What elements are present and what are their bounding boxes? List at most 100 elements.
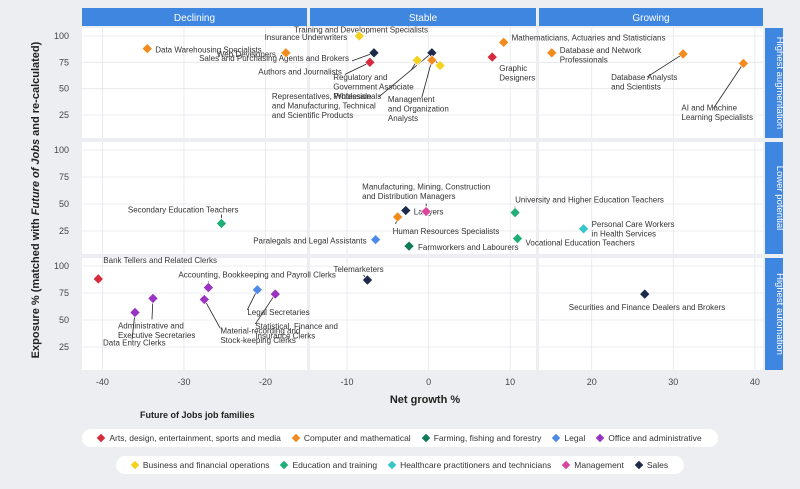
x-axis-label: Net growth % [390, 394, 460, 406]
x-tick-label: -10 [341, 377, 354, 387]
column-header-bg [310, 8, 536, 26]
y-tick-label: 50 [59, 315, 69, 325]
point-label-line: Bank Tellers and Related Clerks [103, 256, 217, 265]
x-tick-label: -20 [259, 377, 272, 387]
legend-item: Education and training [280, 460, 377, 470]
legend-swatch [97, 433, 106, 443]
x-tick-label: 40 [750, 377, 760, 387]
column-header: Stable [409, 13, 438, 24]
point-label-line: Data Warehousing Specialists [155, 46, 261, 55]
point-label: Personal Care Workers in Health Services [592, 220, 675, 239]
legend-label: Arts, design, entertainment, sports and … [109, 433, 281, 443]
legend-swatch [291, 433, 301, 443]
point-label: Graphic Designers [499, 64, 535, 83]
point-label: Farmworkers and Labourers [418, 243, 518, 252]
column-header-bg [539, 8, 763, 26]
data-point [364, 56, 376, 68]
callout-line [646, 53, 684, 78]
data-point [251, 284, 263, 296]
point-label-line: Learning Specialists [681, 113, 753, 122]
point-label-line: Web Developers [217, 50, 276, 59]
point-label: Paralegals and Legal Assistants [253, 237, 366, 246]
data-point [141, 43, 153, 55]
data-point [426, 47, 438, 59]
legend-swatch [634, 460, 644, 470]
panel [82, 142, 307, 254]
point-label: Sales and Purchasing Agents and Brokers [199, 54, 349, 63]
panel [310, 258, 536, 370]
legend-item: Computer and mathematical [291, 433, 411, 443]
point-label-line: Executive Secretaries [118, 331, 195, 340]
y-axis-label: Exposure % (matched with Future of Jobs … [30, 41, 42, 358]
data-point [370, 234, 382, 246]
point-label-line: Graphic [499, 64, 527, 73]
panel [82, 28, 307, 138]
data-point [198, 293, 210, 305]
point-label-line: Human Resources Specialists [393, 227, 500, 236]
legend-title: Future of Jobs job families [140, 410, 255, 420]
point-label-line: and Distribution Managers [362, 192, 455, 201]
x-tick-label: -30 [177, 377, 190, 387]
column-header-bg [82, 8, 307, 26]
legend-label: Legal [564, 433, 586, 443]
legend-box-2: Business and financial operations Educati… [115, 456, 685, 474]
point-label: Insurance Underwriters [265, 33, 348, 42]
point-label-line: Data Entry Clerks [103, 338, 166, 347]
row-header-bg [765, 142, 783, 254]
legend-label: Computer and mathematical [303, 433, 411, 443]
panel [539, 28, 763, 138]
legend-label: Office and administrative [608, 433, 702, 443]
y-tick-label: 50 [59, 84, 69, 94]
data-point [368, 47, 380, 59]
point-label: Secondary Education Teachers [128, 205, 239, 214]
y-tick-label: 100 [54, 145, 69, 155]
legend-row-1: Arts, design, entertainment, sports and … [0, 429, 800, 447]
point-label-line: Administrative and [118, 321, 184, 330]
data-point [269, 288, 281, 300]
point-label-line: Secondary Education Teachers [128, 205, 239, 214]
point-label: Data Entry Clerks [103, 338, 166, 347]
point-label-line: Regulatory and [333, 73, 387, 82]
point-label-line: Insurance Underwriters [265, 33, 348, 42]
data-point [420, 206, 432, 218]
legend-item: Sales [634, 460, 668, 470]
point-label: Database and Network Professionals [560, 46, 642, 65]
point-label-line: and Scientific Products [272, 111, 353, 120]
y-tick-label: 75 [59, 57, 69, 67]
data-point [511, 233, 524, 245]
point-label: Material-recording and Stock-keeping Cler… [220, 326, 300, 345]
x-tick-label: 10 [505, 377, 515, 387]
data-point [677, 48, 689, 60]
x-tick-label: 30 [668, 377, 678, 387]
point-label: Authors and Journalists [258, 67, 342, 76]
point-label: Representatives, Wholesale and Manufactur… [272, 92, 376, 120]
legend-item: Business and financial operations [130, 460, 269, 470]
legend-swatch [280, 460, 289, 470]
point-label: Vocational Education Teachers [526, 239, 635, 248]
point-label-line: and Scientists [611, 82, 661, 91]
point-label-line: Accounting, Bookkeeping and Payroll Cler… [178, 271, 335, 280]
data-point [353, 30, 365, 42]
point-label: Securities and Finance Dealers and Broke… [569, 303, 726, 312]
y-axis-label-part: Future of Jobs [30, 139, 42, 215]
point-label: Database Analysts and Scientists [611, 73, 677, 92]
callout-line [713, 63, 744, 109]
point-label: Regulatory and Government Associate Profes… [333, 73, 414, 101]
y-tick-label: 100 [54, 261, 69, 271]
x-tick-label: 20 [587, 377, 597, 387]
point-label-line: Sales and Purchasing Agents and Brokers [199, 54, 349, 63]
point-label-line: Farmworkers and Labourers [418, 243, 518, 252]
callout-line [254, 293, 276, 325]
data-point [498, 36, 510, 48]
point-label-line: University and Higher Education Teachers [515, 196, 664, 205]
data-point [486, 51, 498, 63]
point-label: Management and Organization Analysts [388, 95, 449, 123]
y-tick-label: 25 [59, 342, 69, 352]
point-label-line: Professionals [560, 55, 608, 64]
point-label-line: Representatives, Wholesale [272, 92, 372, 101]
callout-line [203, 299, 221, 329]
point-label-line: Stock-keeping Clerks [220, 336, 296, 345]
legend-item: Farming, fishing and forestry [421, 433, 541, 443]
data-point [400, 204, 412, 216]
legend-item: Legal [552, 433, 586, 443]
